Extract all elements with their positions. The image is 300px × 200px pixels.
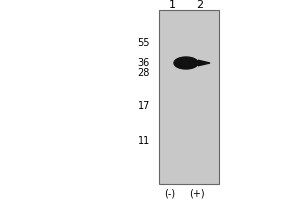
Text: (+): (+) <box>189 189 204 199</box>
Text: (-): (-) <box>164 189 175 199</box>
Bar <box>159 10 219 184</box>
Text: 1: 1 <box>169 0 176 10</box>
Polygon shape <box>198 60 210 66</box>
Text: 17: 17 <box>138 101 150 111</box>
Text: 28: 28 <box>138 68 150 78</box>
Ellipse shape <box>174 57 198 69</box>
Text: 36: 36 <box>138 58 150 68</box>
Text: 55: 55 <box>137 38 150 48</box>
Text: 11: 11 <box>138 136 150 146</box>
Text: 2: 2 <box>196 0 203 10</box>
